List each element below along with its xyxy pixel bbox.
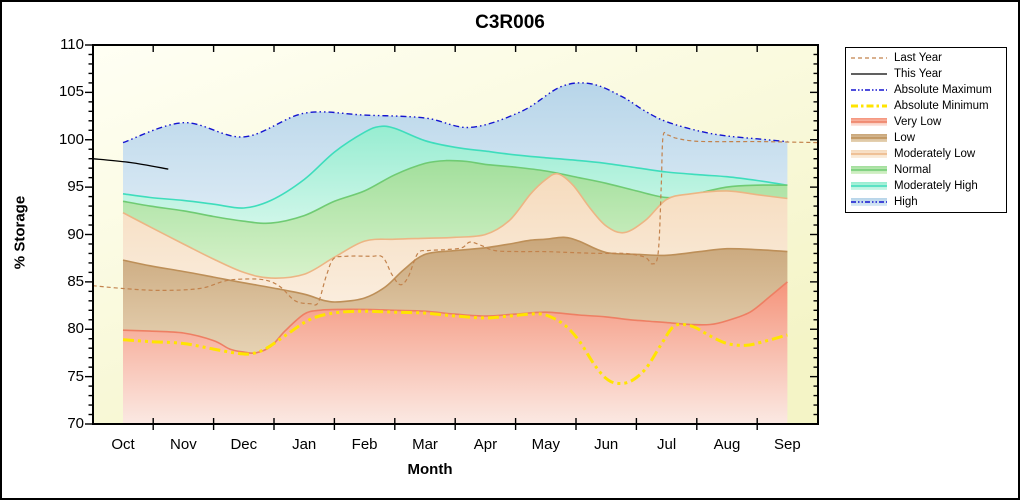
x-tick-label: Sep: [774, 436, 801, 453]
legend-label: High: [894, 196, 918, 208]
legend-line-swatch: [851, 57, 887, 59]
x-tick-label: Dec: [230, 436, 258, 453]
legend-label: This Year: [894, 68, 942, 80]
x-tick-label: Oct: [111, 436, 135, 453]
legend-label: Moderately Low: [894, 148, 976, 160]
legend-label: Moderately High: [894, 180, 978, 192]
band-low: [123, 237, 788, 354]
y-tick-label: 90: [67, 225, 84, 243]
x-axis-label: Month: [407, 461, 453, 478]
x-tick-label: Jul: [657, 436, 677, 453]
band-moderately-high: [123, 126, 788, 224]
legend-item: Very Low: [851, 115, 1001, 130]
legend-band-swatch: [851, 182, 887, 190]
band-edge-moderately-high: [122, 125, 788, 209]
legend-label: Last Year: [894, 52, 942, 64]
band-high: [123, 82, 788, 209]
legend-item: Normal: [851, 163, 1001, 178]
x-tick-label: Apr: [473, 436, 498, 453]
y-tick-label: 105: [58, 83, 84, 101]
legend-item: Moderately Low: [851, 147, 1001, 162]
x-tick-label: Aug: [713, 436, 741, 453]
legend-band-swatch: [851, 198, 887, 206]
series-line-absolute-minimum: [122, 309, 788, 385]
legend-item: Absolute Maximum: [851, 83, 1001, 98]
series-line-absolute-maximum: [122, 82, 788, 144]
legend-label: Low: [894, 132, 916, 144]
legend-line-swatch: [851, 89, 887, 91]
legend-line-swatch: [851, 73, 887, 75]
band-very-low: [123, 281, 788, 424]
legend-item: Last Year: [851, 51, 1001, 66]
legend-item: Low: [851, 131, 1001, 146]
y-tick-label: 85: [67, 272, 84, 290]
legend-label: Normal: [894, 164, 932, 176]
band-normal: [123, 160, 788, 279]
legend-band-swatch: [851, 134, 887, 142]
legend-label: Very Low: [894, 116, 942, 128]
band-edge-low: [122, 236, 788, 303]
legend-label: Absolute Minimum: [894, 100, 989, 112]
legend-line-swatch: [851, 104, 887, 108]
y-tick-label: 100: [58, 130, 84, 148]
series-line-last-year: [92, 131, 818, 306]
chart-title: C3R006: [475, 12, 545, 33]
x-tick-label: Nov: [170, 436, 197, 453]
legend-item: This Year: [851, 67, 1001, 82]
y-tick-label: 95: [67, 178, 84, 196]
legend-item: Absolute Minimum: [851, 99, 1001, 114]
y-axis-label: % Storage: [11, 195, 29, 270]
x-tick-label: Feb: [351, 436, 378, 453]
series-line-this-year: [92, 158, 169, 170]
x-tick-label: Jan: [292, 436, 317, 453]
legend-band-swatch: [851, 166, 887, 174]
y-tick-label: 80: [67, 320, 84, 338]
legend-label: Absolute Maximum: [894, 84, 992, 96]
y-tick-label: 110: [60, 36, 84, 53]
x-tick-label: Jun: [594, 436, 619, 453]
x-tick-label: Mar: [412, 436, 438, 453]
legend: Last Year This Year Absolute Maximum Absolu…: [845, 47, 1007, 213]
y-tick-label: 75: [67, 367, 84, 385]
band-edge-very-low: [122, 281, 788, 355]
legend-item: High: [851, 195, 1001, 210]
x-tick-label: May: [531, 436, 560, 453]
legend-band-swatch: [851, 150, 887, 158]
y-tick-label: 70: [67, 415, 84, 432]
legend-band-swatch: [851, 118, 887, 126]
legend-item: Moderately High: [851, 179, 1001, 194]
